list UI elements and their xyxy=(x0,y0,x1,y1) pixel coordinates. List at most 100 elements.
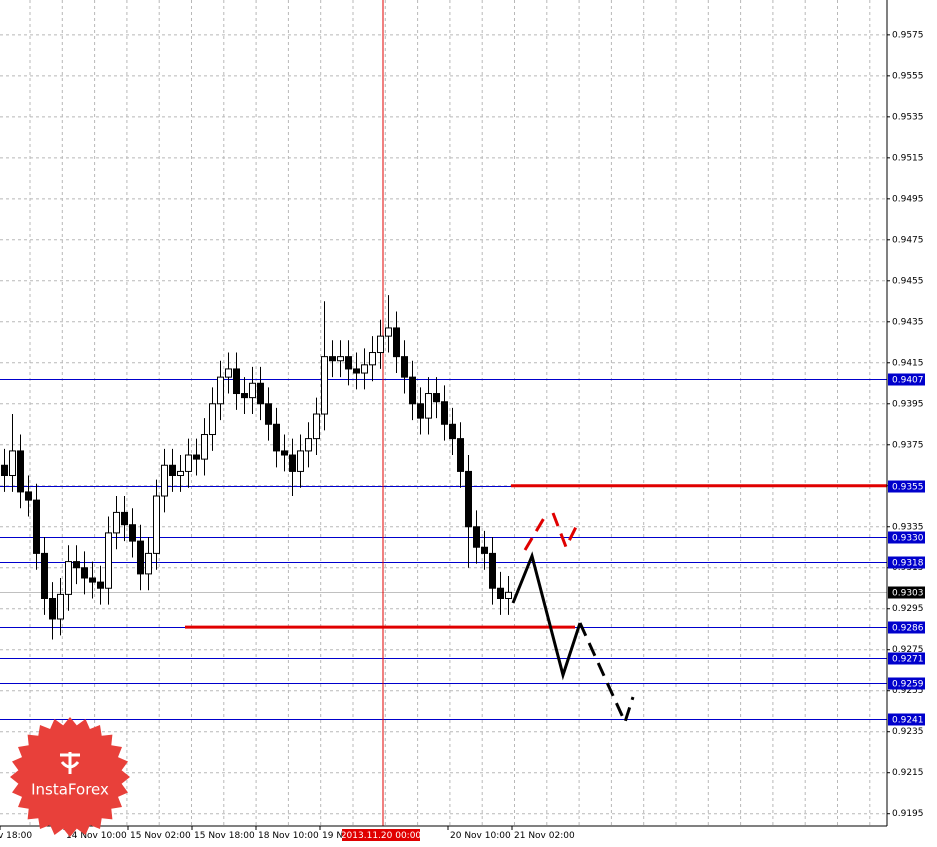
cursor-label: 2013.11.20 00:00 xyxy=(341,831,422,841)
candle-body xyxy=(121,511,128,526)
candle-body xyxy=(345,356,352,370)
candle-body xyxy=(313,413,320,440)
forecast-alt xyxy=(551,512,579,551)
y-tick-label: 0.9435 xyxy=(892,317,924,327)
watermark-badge xyxy=(10,717,130,837)
candle-body xyxy=(41,552,48,599)
candle-body xyxy=(89,577,96,583)
y-tick-label: 0.9415 xyxy=(892,358,924,368)
candle-body xyxy=(385,327,392,337)
candle-body xyxy=(209,403,216,436)
candles xyxy=(1,295,512,640)
y-tick-label: 0.9235 xyxy=(892,727,924,737)
candle-body xyxy=(129,524,136,542)
level-label: 0.9355 xyxy=(892,483,924,493)
candle-body xyxy=(225,368,232,378)
candle-body xyxy=(73,561,80,569)
candle-body xyxy=(481,546,488,554)
candle-body xyxy=(9,450,16,477)
candle-body xyxy=(425,393,432,419)
candle-body xyxy=(305,438,312,452)
candle-body xyxy=(409,376,416,405)
candle-body xyxy=(321,356,328,415)
y-tick-label: 0.9255 xyxy=(892,686,924,696)
level-label-box xyxy=(888,677,925,690)
candle-body xyxy=(449,423,456,440)
y-tick-label: 0.9215 xyxy=(892,768,924,778)
level-label-box xyxy=(888,480,925,493)
candle-body xyxy=(249,382,256,399)
candle-body xyxy=(161,464,168,497)
y-tick-label: 0.9375 xyxy=(892,440,924,450)
level-label: 0.9330 xyxy=(892,534,924,544)
grid xyxy=(0,0,887,826)
candle-body xyxy=(137,540,144,575)
price-label-box xyxy=(888,586,925,599)
candle-body xyxy=(1,464,8,477)
candle-body xyxy=(457,438,464,472)
y-tick-label: 0.9275 xyxy=(892,645,924,655)
candle-body xyxy=(57,593,64,620)
x-tick-label: 21 Nov 02:00 xyxy=(514,831,575,841)
candle-body xyxy=(233,368,240,395)
level-label: 0.9271 xyxy=(892,655,924,665)
y-tick-label: 0.9455 xyxy=(892,276,924,286)
candle-body xyxy=(241,393,248,399)
candle-body xyxy=(505,591,512,599)
level-label-box xyxy=(888,531,925,544)
candle-body xyxy=(81,567,88,579)
candle-body xyxy=(281,450,288,456)
y-tick-label: 0.9195 xyxy=(892,809,924,819)
candle-body xyxy=(257,382,264,405)
watermark-text: InstaForex xyxy=(31,781,109,799)
y-tick-label: 0.9335 xyxy=(892,522,924,532)
x-tick-label: 20 Nov 10:00 xyxy=(450,831,511,841)
candle-body xyxy=(49,597,56,620)
y-tick-label: 0.9575 xyxy=(892,30,924,40)
candle-body xyxy=(393,327,400,358)
forecast-alt xyxy=(523,512,549,551)
candle-body xyxy=(441,401,448,425)
level-label-box xyxy=(888,556,925,569)
candle-body xyxy=(265,403,272,425)
y-tick-label: 0.9475 xyxy=(892,235,924,245)
candle-body xyxy=(401,356,408,378)
candle-body xyxy=(113,511,120,534)
candle-body xyxy=(433,393,440,403)
candle-body xyxy=(337,356,344,362)
level-label: 0.9407 xyxy=(892,376,924,386)
x-tick-label: 14 Nov 10:00 xyxy=(66,831,127,841)
candle-body xyxy=(169,464,176,477)
x-tick-label: 15 Nov 02:00 xyxy=(130,831,191,841)
level-label: 0.9241 xyxy=(892,716,924,726)
y-tick-label: 0.9515 xyxy=(892,153,924,163)
candle-body xyxy=(289,454,296,472)
candle-body xyxy=(297,450,304,472)
level-label-box xyxy=(888,373,925,386)
candle-body xyxy=(145,552,152,575)
y-tick-label: 0.9535 xyxy=(892,112,924,122)
candle-body xyxy=(273,423,280,452)
candle-body xyxy=(105,532,112,589)
level-label: 0.9259 xyxy=(892,680,924,690)
candle-body xyxy=(465,470,472,528)
candle-body xyxy=(153,495,160,554)
candle-body xyxy=(473,526,480,548)
y-tick-label: 0.9395 xyxy=(892,399,924,409)
level-label-box xyxy=(888,621,925,634)
candle-body xyxy=(33,499,40,554)
candle-body xyxy=(193,454,200,460)
level-label: 0.9286 xyxy=(892,624,924,634)
level-label: 0.9318 xyxy=(892,559,924,569)
x-tick-label: v 18:00 xyxy=(0,831,32,841)
candle-body xyxy=(217,376,224,405)
forecast xyxy=(511,512,635,727)
price-label: 0.9303 xyxy=(892,589,924,599)
watermark-icon xyxy=(60,752,80,774)
level-label-box xyxy=(888,652,925,665)
candle-body xyxy=(361,364,368,374)
y-tick-label: 0.9495 xyxy=(892,194,924,204)
candle-body xyxy=(17,450,24,493)
